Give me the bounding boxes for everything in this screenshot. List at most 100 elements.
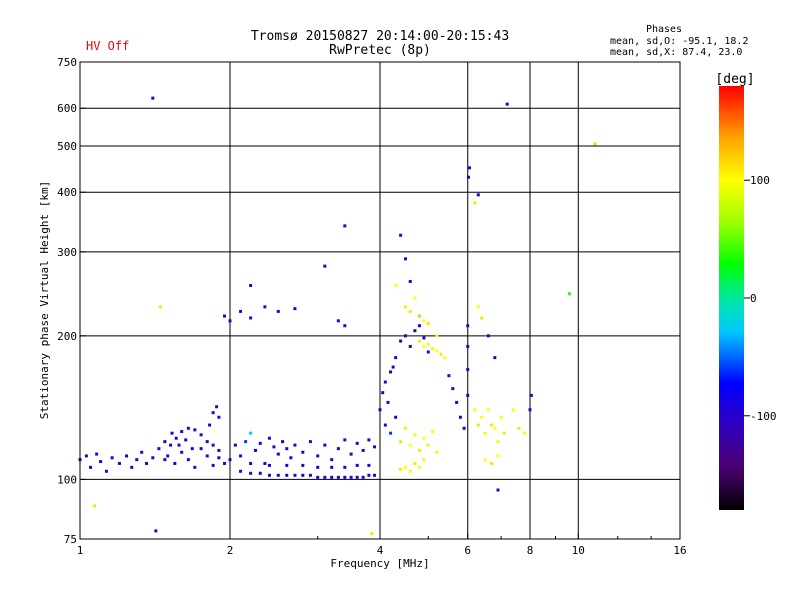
data-point	[426, 350, 430, 354]
data-point	[417, 314, 421, 318]
data-point	[293, 307, 297, 311]
data-point	[228, 319, 232, 323]
data-point	[263, 461, 267, 465]
x-tick-label: 1	[77, 544, 84, 557]
data-point	[426, 322, 430, 326]
data-point	[281, 440, 285, 444]
data-point	[408, 309, 412, 313]
data-point	[336, 447, 340, 451]
data-point	[343, 438, 347, 442]
data-point	[217, 415, 221, 419]
data-point	[466, 393, 470, 397]
data-point	[422, 344, 426, 348]
data-point	[517, 426, 521, 430]
data-point	[249, 431, 253, 435]
x-tick-labels: 1 2 4 6 8 10 16	[77, 544, 687, 557]
data-point	[529, 393, 533, 397]
data-point	[403, 426, 407, 430]
data-point	[223, 314, 227, 318]
x-tick-label: 10	[572, 544, 585, 557]
y-tick-label: 500	[57, 140, 77, 153]
data-point	[403, 305, 407, 309]
data-point	[417, 324, 421, 328]
colorbar-ticks: 100 0 -100	[744, 174, 777, 423]
data-point	[466, 175, 470, 179]
data-point	[435, 334, 439, 338]
data-point	[145, 461, 149, 465]
data-point	[394, 283, 398, 287]
data-point	[177, 443, 181, 447]
data-point	[205, 454, 209, 458]
data-point	[110, 456, 114, 460]
data-point	[476, 423, 480, 427]
data-point	[476, 305, 480, 309]
data-point	[267, 463, 271, 467]
data-point	[394, 356, 398, 360]
data-point	[99, 460, 103, 464]
data-point	[323, 264, 327, 268]
data-point	[381, 391, 385, 395]
data-point	[383, 380, 387, 384]
data-point	[104, 469, 108, 473]
data-point	[422, 458, 426, 462]
data-point	[355, 463, 359, 467]
data-point	[343, 465, 347, 469]
data-point	[476, 193, 480, 197]
data-point	[355, 441, 359, 445]
data-point	[336, 319, 340, 323]
data-point	[496, 488, 500, 492]
data-point	[435, 450, 439, 454]
data-point	[417, 448, 421, 452]
data-point	[417, 339, 421, 343]
data-point	[399, 339, 403, 343]
data-point	[431, 347, 435, 351]
data-point	[413, 433, 417, 437]
data-point	[117, 461, 121, 465]
data-point	[211, 463, 215, 467]
data-point	[169, 443, 173, 447]
data-point	[343, 324, 347, 328]
data-point	[422, 436, 426, 440]
x-tick-label: 6	[464, 544, 471, 557]
data-point	[199, 433, 203, 437]
data-point	[276, 473, 280, 477]
data-point	[223, 461, 227, 465]
data-point	[217, 456, 221, 460]
data-point	[480, 415, 484, 419]
data-point	[466, 367, 470, 371]
data-point	[408, 344, 412, 348]
data-point	[151, 96, 155, 100]
y-tick-label: 400	[57, 186, 77, 199]
data-point	[391, 365, 395, 369]
data-point	[567, 292, 571, 296]
data-point	[511, 408, 515, 412]
data-point	[180, 430, 184, 434]
data-point	[163, 458, 167, 462]
colorbar-tick-label: -100	[750, 410, 777, 423]
data-point	[483, 431, 487, 435]
y-tick-label: 75	[64, 533, 77, 546]
data-point	[239, 454, 243, 458]
data-point	[125, 454, 129, 458]
data-point	[199, 447, 203, 451]
data-point	[496, 454, 500, 458]
data-point	[413, 329, 417, 333]
data-point	[211, 411, 215, 415]
data-point	[258, 471, 262, 475]
data-point	[451, 387, 455, 391]
data-point	[408, 279, 412, 283]
data-point	[593, 142, 597, 146]
data-point	[422, 319, 426, 323]
data-point	[293, 443, 297, 447]
data-point	[499, 415, 503, 419]
data-point	[253, 448, 257, 452]
data-point	[473, 408, 477, 412]
data-point	[228, 458, 232, 462]
data-point	[455, 400, 459, 404]
data-point	[330, 465, 334, 469]
x-tick-label: 4	[377, 544, 384, 557]
data-point	[431, 430, 435, 434]
data-point	[343, 224, 347, 228]
data-point	[330, 475, 334, 479]
data-point	[84, 454, 88, 458]
